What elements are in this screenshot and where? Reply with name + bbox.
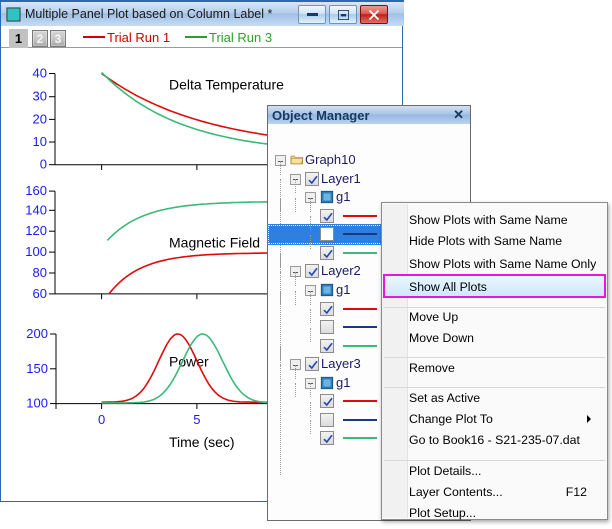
svg-text:10: 10 [33, 134, 47, 149]
svg-text:20: 20 [33, 111, 47, 126]
svg-text:100: 100 [26, 396, 48, 411]
svg-text:Time (sec): Time (sec) [169, 434, 235, 450]
svg-text:40: 40 [33, 66, 47, 81]
svg-text:120: 120 [25, 223, 47, 238]
svg-text:100: 100 [25, 244, 47, 259]
svg-text:60: 60 [33, 286, 47, 301]
svg-text:5: 5 [193, 412, 200, 427]
svg-text:150: 150 [26, 361, 48, 376]
svg-text:140: 140 [25, 202, 47, 217]
svg-text:160: 160 [25, 183, 47, 198]
svg-text:0: 0 [98, 412, 105, 427]
svg-text:80: 80 [33, 265, 47, 280]
svg-text:Power: Power [169, 354, 209, 370]
svg-text:Magnetic Field: Magnetic Field [169, 235, 260, 251]
svg-text:Delta Temperature: Delta Temperature [169, 77, 284, 93]
svg-text:200: 200 [26, 326, 48, 341]
svg-text:0: 0 [40, 157, 47, 172]
svg-text:30: 30 [33, 89, 47, 104]
